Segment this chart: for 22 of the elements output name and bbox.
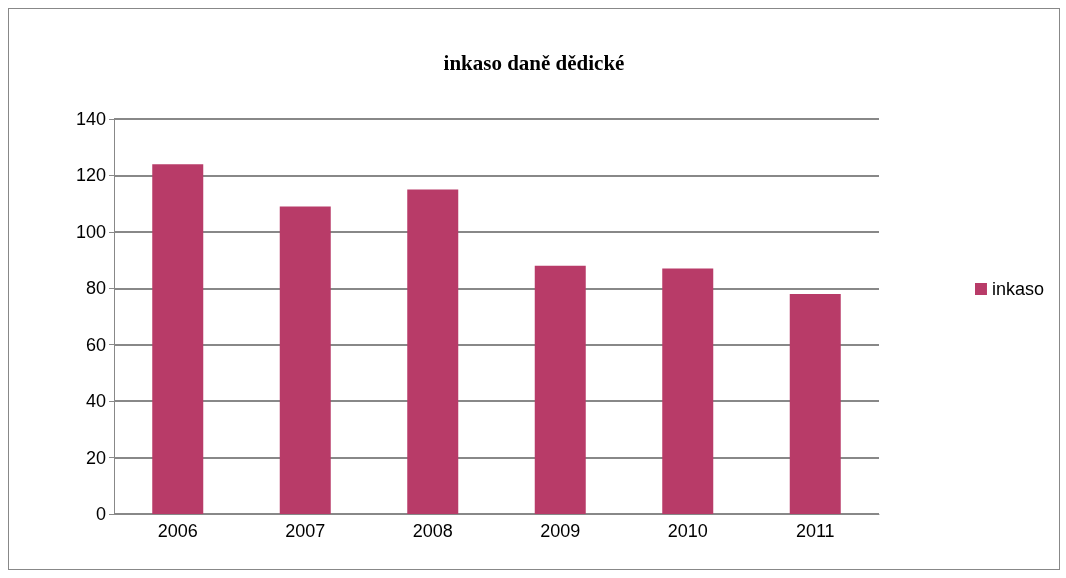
y-tick-label: 20 <box>85 447 106 468</box>
chart-title: inkaso daně dědické <box>443 50 625 75</box>
y-tick-label: 100 <box>75 221 106 242</box>
x-tick-label: 2008 <box>412 521 453 541</box>
x-tick-label: 2011 <box>795 521 835 541</box>
bar <box>662 268 714 514</box>
y-tick-label: 140 <box>75 109 106 129</box>
y-tick-label: 40 <box>85 391 106 412</box>
bar <box>407 189 459 514</box>
y-tick-label: 60 <box>85 334 106 355</box>
legend-label: inkaso <box>991 279 1044 299</box>
bar <box>152 164 204 514</box>
x-tick-label: 2009 <box>540 521 581 541</box>
bar <box>534 265 586 514</box>
x-tick-label: 2006 <box>157 521 198 541</box>
y-tick-label: 120 <box>75 165 106 186</box>
x-tick-label: 2007 <box>285 521 326 541</box>
bar <box>279 206 331 514</box>
y-tick-label: 80 <box>85 278 106 299</box>
y-tick-label: 0 <box>95 504 106 524</box>
bar <box>789 293 841 514</box>
x-tick-label: 2010 <box>667 521 708 541</box>
